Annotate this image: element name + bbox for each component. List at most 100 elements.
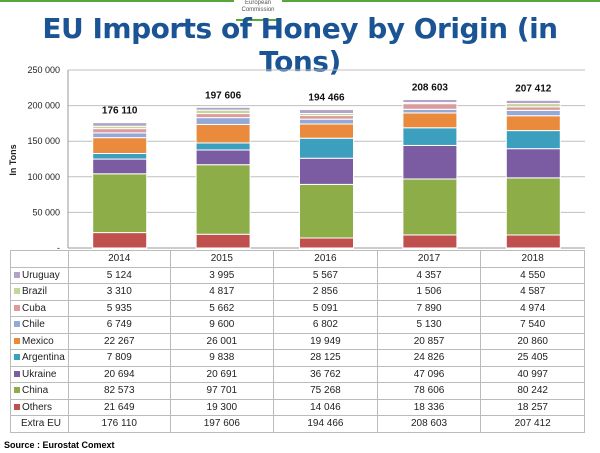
bar-segment-argentina bbox=[92, 152, 148, 160]
stacked-bar-chart: - 50 000 100 000 150 000 200 000 250 000 In To… bbox=[8, 65, 585, 250]
series-label: Mexico bbox=[10, 332, 69, 350]
value-cell: 14 046 bbox=[273, 398, 378, 416]
value-cell: 22 267 bbox=[68, 332, 171, 350]
legend-swatch bbox=[14, 304, 20, 311]
cell-text: 6 802 bbox=[312, 319, 338, 331]
cell-text: 7 540 bbox=[520, 319, 546, 331]
legend-label: Argentina bbox=[22, 352, 65, 364]
bar-segment-others bbox=[505, 234, 561, 249]
cell-text: 3 310 bbox=[106, 286, 132, 298]
series-label: Argentina bbox=[10, 349, 69, 367]
legend-swatch bbox=[14, 403, 20, 410]
cell-text: 5 124 bbox=[106, 269, 132, 281]
cell-text: 4 817 bbox=[209, 286, 235, 298]
cell-text: 82 573 bbox=[103, 385, 135, 397]
bar-segment-cuba bbox=[505, 106, 561, 111]
cell-text: 97 701 bbox=[206, 385, 238, 397]
bar-segment-uruguay bbox=[92, 122, 148, 127]
value-cell: 36 762 bbox=[273, 365, 378, 383]
value-cell: 20 694 bbox=[68, 365, 171, 383]
legend-swatch bbox=[14, 354, 20, 361]
y-tick-label: 150 000 bbox=[27, 136, 60, 146]
cell-text: 207 412 bbox=[514, 418, 551, 430]
year-header: 2016 bbox=[273, 250, 378, 268]
total-cell: 176 110 bbox=[68, 415, 171, 433]
total-label: 207 412 bbox=[515, 83, 552, 94]
table-row: Mexico 22 267 26 001 19 949 20 857 20 860 bbox=[10, 332, 585, 350]
series-label: Cuba bbox=[10, 299, 69, 317]
cell-text: 5 567 bbox=[312, 269, 338, 281]
value-cell: 78 606 bbox=[376, 382, 482, 400]
bar-segment-mexico bbox=[505, 115, 561, 132]
value-cell: 28 125 bbox=[273, 349, 378, 367]
table-row: Ukraine 20 694 20 691 36 762 47 096 40 997 bbox=[10, 365, 585, 383]
legend-swatch bbox=[14, 271, 20, 278]
y-tick-label: 100 000 bbox=[27, 172, 60, 182]
bar-segment-chile bbox=[195, 117, 251, 125]
bar-segment-cuba bbox=[92, 128, 148, 134]
y-axis-label: In Tons bbox=[8, 144, 18, 175]
data-table: 2014 2015 2016 2017 2018 Uruguay 5 124 3 995 5 5… bbox=[10, 250, 585, 433]
series-label: Others bbox=[10, 398, 69, 416]
bar-segment-others bbox=[92, 232, 148, 249]
cell-text: 4 550 bbox=[520, 269, 546, 281]
cell-text: 28 125 bbox=[310, 352, 341, 364]
total-label: 197 606 bbox=[205, 90, 242, 101]
bar-segment-cuba bbox=[299, 115, 354, 120]
legend-label: Cuba bbox=[22, 302, 46, 314]
bar-segment-chile bbox=[299, 118, 354, 125]
cell-text: 26 001 bbox=[206, 335, 238, 347]
cell-text: Extra EU bbox=[20, 418, 61, 430]
cell-text: 1 506 bbox=[416, 286, 442, 298]
cell-text: 2018 bbox=[521, 253, 544, 265]
bar-segment-chile bbox=[505, 109, 561, 117]
value-cell: 20 860 bbox=[480, 332, 585, 350]
bar-segment-ukraine bbox=[505, 148, 561, 179]
value-cell: 5 124 bbox=[68, 266, 171, 284]
total-label: 176 110 bbox=[102, 106, 138, 117]
value-cell: 80 242 bbox=[480, 382, 585, 400]
table-row: Uruguay 5 124 3 995 5 567 4 357 4 550 bbox=[10, 266, 585, 284]
cell-text: 20 691 bbox=[206, 368, 238, 380]
bar-segment-others bbox=[195, 233, 251, 249]
total-cell: 208 603 bbox=[376, 415, 482, 433]
bar-segment-brazil bbox=[195, 109, 251, 115]
cell-text: 21 649 bbox=[103, 401, 135, 413]
value-cell: 5 091 bbox=[273, 299, 378, 317]
logo: European Commission bbox=[241, 0, 275, 13]
cell-text: 20 694 bbox=[103, 368, 135, 380]
total-label: 194 466 bbox=[308, 93, 345, 104]
header-line-right bbox=[282, 0, 600, 2]
total-label-cell: Extra EU bbox=[10, 415, 69, 433]
legend-swatch bbox=[14, 337, 20, 344]
bar-segment-argentina bbox=[402, 127, 458, 146]
table-row: Cuba 5 935 5 662 5 091 7 890 4 974 bbox=[10, 299, 585, 317]
bar-segment-china bbox=[195, 164, 251, 235]
value-cell: 7 890 bbox=[376, 299, 482, 317]
bar-segment-mexico bbox=[402, 112, 458, 129]
total-cell: 207 412 bbox=[480, 415, 585, 433]
value-cell: 18 257 bbox=[480, 398, 585, 416]
value-cell: 4 974 bbox=[480, 299, 585, 317]
cell-text: 5 130 bbox=[416, 319, 442, 331]
table-row: Brazil 3 310 4 817 2 856 1 506 4 587 bbox=[10, 283, 585, 301]
bar-segment-others bbox=[299, 237, 354, 249]
value-cell: 7 540 bbox=[480, 316, 585, 334]
bar-segment-cuba bbox=[195, 113, 251, 119]
header-row: 2014 2015 2016 2017 2018 bbox=[10, 250, 585, 268]
cell-text: 5 935 bbox=[106, 302, 132, 314]
series-label: Brazil bbox=[10, 283, 69, 301]
legend-label: Uruguay bbox=[22, 269, 60, 281]
bar-segment-uruguay bbox=[299, 109, 354, 115]
legend-label: Ukraine bbox=[22, 368, 57, 380]
bar-segment-china bbox=[402, 178, 458, 236]
cell-text: 194 466 bbox=[307, 418, 344, 430]
page-title: EU Imports of Honey by Origin (in Tons) bbox=[42, 12, 558, 78]
cell-text: 5 091 bbox=[312, 302, 338, 314]
value-cell: 97 701 bbox=[169, 382, 275, 400]
bar-segment-mexico bbox=[195, 123, 251, 144]
cell-text: 22 267 bbox=[103, 335, 135, 347]
cell-text: 9 600 bbox=[209, 319, 235, 331]
year-header: 2014 bbox=[68, 250, 171, 268]
cell-text: 2 856 bbox=[312, 286, 338, 298]
